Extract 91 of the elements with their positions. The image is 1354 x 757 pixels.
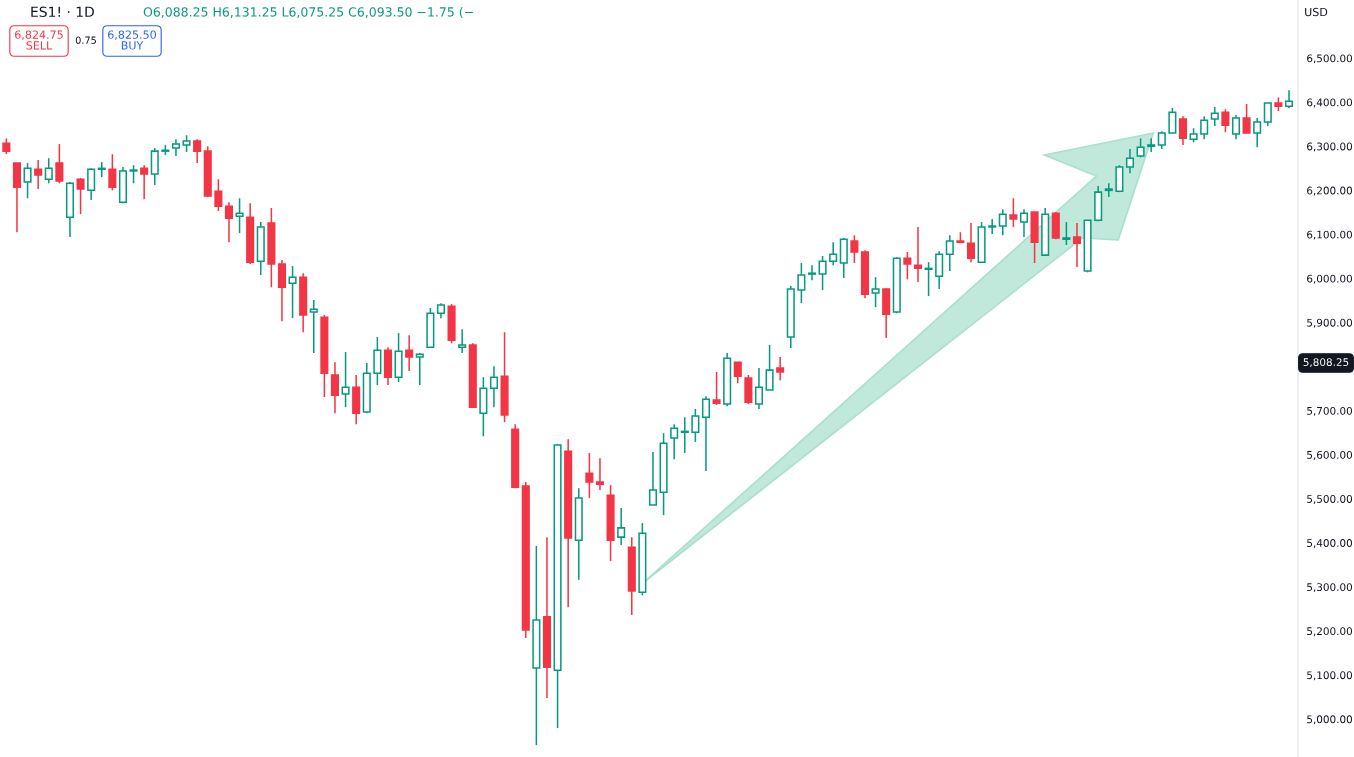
candlestick (966, 222, 976, 263)
candlestick (1062, 221, 1071, 246)
candlestick (1231, 114, 1241, 141)
candlestick (309, 299, 318, 354)
candlestick (288, 265, 297, 319)
candlestick (765, 344, 774, 391)
candlestick (277, 259, 287, 322)
candlestick (44, 157, 53, 185)
candlestick (1104, 182, 1113, 198)
annotation: 0.75 (75, 36, 96, 44)
candlestick (680, 416, 689, 454)
candlestick (330, 361, 340, 415)
y-tick-label: 5,400.00 (1307, 539, 1353, 549)
candlestick (712, 371, 721, 406)
candlestick (1019, 208, 1029, 238)
y-tick-label: 5,600.00 (1307, 450, 1353, 460)
candlestick (776, 356, 785, 382)
candlestick (458, 328, 467, 354)
candlestick (839, 237, 848, 279)
candlestick (754, 367, 764, 410)
candlestick (1253, 117, 1262, 148)
candlestick (108, 153, 117, 192)
y-tick-label: 6,100.00 (1307, 230, 1353, 240)
candlestick (829, 241, 838, 267)
candlestick (733, 361, 742, 385)
candlestick (807, 264, 817, 282)
candlestick (140, 164, 149, 200)
annotation: O6,088.25 H6,131.25 L6,075.25 C6,093.50 −1.75 (− (143, 6, 473, 19)
y-tick-label: 6,500.00 (1307, 54, 1353, 64)
annotation: 6,825.50 BUY (108, 30, 156, 50)
candlestick (97, 161, 106, 178)
candlestick (988, 218, 997, 235)
y-tick-label: 6,300.00 (1307, 142, 1353, 152)
chart-title: ES1! · 1D (31, 6, 94, 18)
candlestick (150, 147, 159, 186)
text: 5,808.25 (1303, 358, 1349, 368)
candlestick (1009, 197, 1018, 228)
candlestick (670, 423, 679, 460)
candlestick (818, 255, 827, 291)
candlestick (935, 250, 944, 290)
candlestick (76, 177, 85, 215)
candlestick (373, 336, 382, 386)
candlestick (924, 261, 933, 297)
y-tick-label: 5,700.00 (1307, 406, 1353, 416)
candlestick (214, 178, 223, 212)
candlestick (1178, 115, 1188, 146)
candlestick (913, 226, 923, 283)
candlestick (1221, 108, 1230, 133)
candlestick (871, 276, 880, 308)
candlestick (1168, 107, 1177, 134)
candlestick (691, 408, 700, 443)
candlestick (1072, 222, 1082, 268)
candlestick (23, 162, 32, 200)
candlestick (129, 164, 138, 185)
candlestick (1263, 102, 1272, 127)
y-tick-label: 5,900.00 (1307, 318, 1353, 328)
candlestick (235, 197, 244, 234)
candlestick (903, 251, 912, 281)
text: USD (1305, 7, 1328, 17)
candlestick (617, 507, 626, 546)
candlestick (224, 201, 234, 244)
y-tick-label: 6,000.00 (1307, 274, 1353, 284)
annotation: 6,824.75 SELL (15, 30, 63, 50)
y-tick-label: 5,100.00 (1307, 671, 1353, 681)
candlestick (1125, 148, 1135, 174)
y-tick-label: 5,200.00 (1307, 627, 1353, 637)
candlestick (850, 234, 859, 264)
candlestick (1242, 103, 1251, 134)
candlestick (55, 143, 64, 185)
candlestick (415, 352, 424, 386)
candlestick (701, 395, 711, 472)
candlestick (405, 334, 414, 372)
candlestick (1200, 115, 1209, 141)
candlestick (193, 138, 202, 164)
candlestick (595, 457, 605, 491)
y-tick-label: 5,500.00 (1307, 495, 1353, 504)
y-tick-label: 5,000.00 (1307, 715, 1353, 725)
candlestick (945, 234, 954, 272)
candlestick (585, 452, 594, 499)
y-tick-label: 6,400.00 (1307, 98, 1353, 108)
candlestick (1147, 137, 1156, 153)
candlestick (489, 365, 499, 408)
candlestick (998, 208, 1007, 237)
candlestick (87, 167, 96, 201)
candlestick (34, 159, 43, 190)
candlestick (797, 262, 806, 304)
y-tick-label: 6,200.00 (1307, 186, 1353, 196)
y-tick-label: 5,300.00 (1307, 583, 1353, 593)
candlestick (341, 351, 350, 408)
candlestick (648, 451, 658, 506)
candlestick (1210, 106, 1219, 127)
